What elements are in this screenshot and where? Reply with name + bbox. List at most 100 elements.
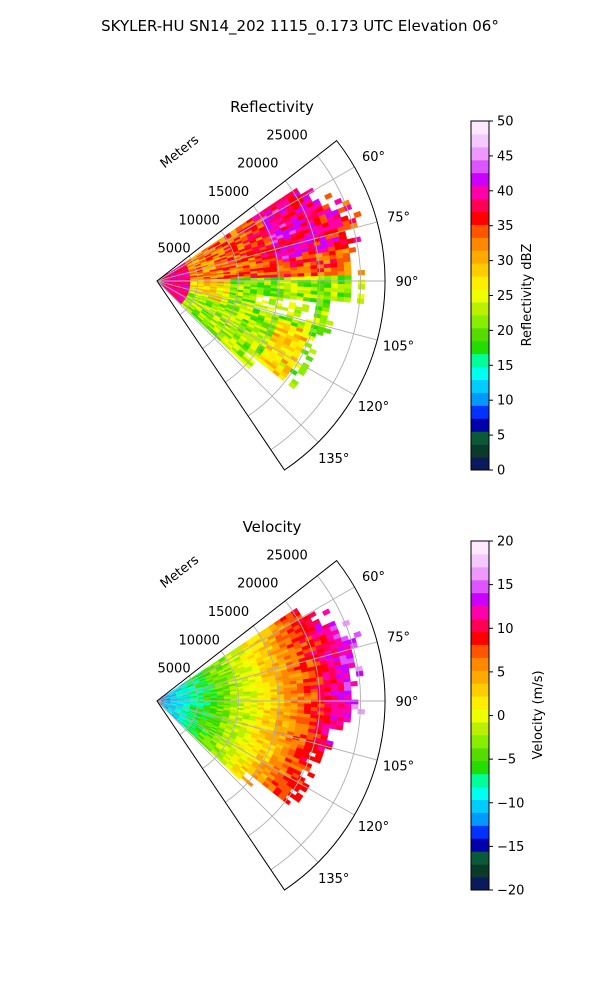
azimuth-tick-label: 90°: [395, 695, 418, 710]
field-cell: [290, 270, 298, 275]
colorbar-tick-label: 15: [497, 359, 514, 374]
range-ring: [270, 155, 361, 451]
colorbar-segment: [471, 838, 489, 852]
colorbar-segment: [471, 696, 489, 710]
field-cell: [304, 276, 312, 281]
field-cell: [344, 270, 352, 276]
field-cell: [337, 686, 345, 692]
colorbar-segment: [471, 133, 489, 148]
field-cell: [283, 294, 291, 300]
colorbar-segment: [471, 721, 489, 736]
azimuth-tick-label: 135°: [318, 452, 349, 467]
colorbar-tick-label: 5: [497, 429, 505, 444]
colorbar-segment: [471, 566, 489, 581]
radial-tick-label: 10000: [179, 633, 220, 648]
radial-tick-label: 20000: [237, 157, 278, 172]
field-cell: [290, 273, 298, 278]
field-cell: [290, 690, 298, 695]
range-ring: [202, 230, 239, 349]
field-cell: [270, 277, 278, 281]
field-cell: [301, 307, 309, 313]
field-cell: [316, 264, 325, 270]
colorbar-segment: [471, 263, 489, 277]
colorbar-tick-label: 0: [497, 709, 505, 724]
field-cell: [324, 695, 332, 701]
field-cell: [303, 269, 312, 274]
radial-tick-label: 25000: [266, 548, 307, 563]
field-cell: [305, 355, 314, 363]
azimuth-spoke: [156, 700, 378, 761]
colorbar-segment: [471, 366, 489, 381]
field-cell: [343, 292, 352, 299]
field-cell: [317, 272, 325, 277]
colorbar-tick-label: 20: [497, 535, 514, 550]
colorbar-segment: [471, 786, 489, 801]
field-cell: [351, 699, 359, 705]
field-cell: [341, 619, 351, 627]
azimuth-spoke: [156, 280, 319, 443]
field-cell: [344, 266, 352, 272]
field-cell: [270, 702, 278, 707]
colorbar-segment: [471, 541, 489, 555]
colorbar-segment: [471, 747, 489, 762]
field-cell: [337, 690, 345, 696]
field-cell: [337, 288, 345, 294]
colorbar-segment: [471, 644, 489, 658]
field-cell: [277, 694, 285, 698]
velocity-radial-label: Meters: [158, 553, 202, 592]
field-cell: [283, 690, 292, 695]
colorbar-segment: [471, 457, 489, 471]
field-cell: [290, 696, 299, 701]
field-cell: [310, 707, 319, 712]
azimuth-tick-label: 120°: [358, 820, 389, 835]
field-cell: [337, 275, 345, 281]
azimuth-tick-label: 60°: [362, 570, 385, 585]
figure-title: SKYLER-HU SN14_202 1115_0.173 UTC Elevat…: [101, 17, 499, 36]
reflectivity-colorbar-label: Reflectivity dBZ: [520, 244, 535, 347]
colorbar-segment: [471, 224, 489, 238]
azimuth-tick-label: 60°: [362, 150, 385, 165]
field-cell: [296, 296, 304, 301]
field-cell: [357, 293, 365, 300]
field-cell: [337, 292, 345, 298]
colorbar-segment: [471, 877, 489, 891]
field-cell: [289, 295, 298, 301]
colorbar-segment: [471, 121, 489, 135]
colorbar-segment: [471, 418, 489, 432]
colorbar-segment: [471, 812, 489, 826]
field-cell: [260, 304, 269, 310]
velocity-grid: [156, 559, 386, 891]
field-cell: [263, 292, 271, 297]
azimuth-spoke: [156, 280, 355, 396]
field-cell: [284, 276, 292, 281]
radial-tick-label: 20000: [237, 577, 278, 592]
field-cell: [344, 695, 352, 701]
field-cell: [331, 275, 339, 281]
field-cell: [250, 695, 258, 699]
field-cell: [284, 693, 292, 698]
field-cell: [343, 261, 352, 268]
colorbar-tick-label: 30: [497, 254, 514, 269]
sector-frame: [156, 559, 386, 891]
colorbar-segment: [471, 618, 489, 632]
radial-tick-label: 25000: [266, 128, 307, 143]
field-cell: [303, 689, 312, 694]
field-cell: [325, 319, 334, 327]
sector-frame: [156, 139, 386, 471]
field-cell: [316, 684, 325, 690]
field-cell: [297, 689, 305, 694]
colorbar-segment: [471, 799, 489, 813]
field-cell: [223, 698, 231, 701]
field-cell: [270, 274, 278, 278]
field-cell: [317, 275, 325, 281]
field-cell: [324, 192, 333, 200]
range-ring: [225, 205, 280, 383]
field-cell: [355, 670, 364, 677]
colorbar-segment: [471, 683, 489, 697]
field-cell: [297, 269, 305, 274]
field-cell: [344, 708, 352, 714]
field-cell: [284, 696, 292, 701]
field-cell: [324, 707, 332, 713]
field-cell: [344, 690, 352, 696]
